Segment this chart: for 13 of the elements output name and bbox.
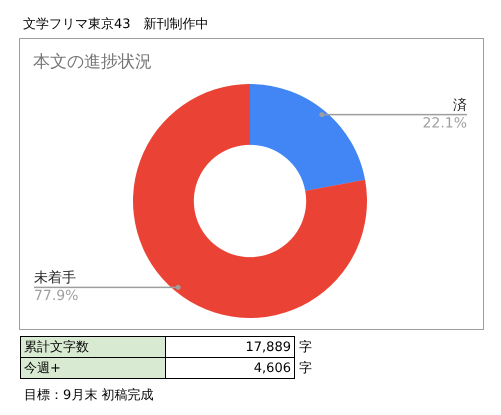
- slice-label: 未着手: [34, 270, 76, 286]
- text: 17,889: [166, 336, 294, 358]
- data-label: 77.9%: [34, 288, 78, 304]
- data-label: 22.1%: [422, 115, 467, 132]
- text: 文学フリマ東京43 新刊制作中: [23, 16, 209, 33]
- text: 4,606: [166, 358, 294, 378]
- text: 目標：9月末 初稿完成: [24, 387, 154, 404]
- text: 今週+: [20, 358, 166, 378]
- text: 字: [298, 339, 313, 357]
- text: 字: [298, 360, 313, 378]
- text: 累計文字数: [20, 336, 166, 358]
- slice-label: 済: [453, 97, 467, 114]
- chart-title: 本文の進捗状況: [33, 51, 152, 73]
